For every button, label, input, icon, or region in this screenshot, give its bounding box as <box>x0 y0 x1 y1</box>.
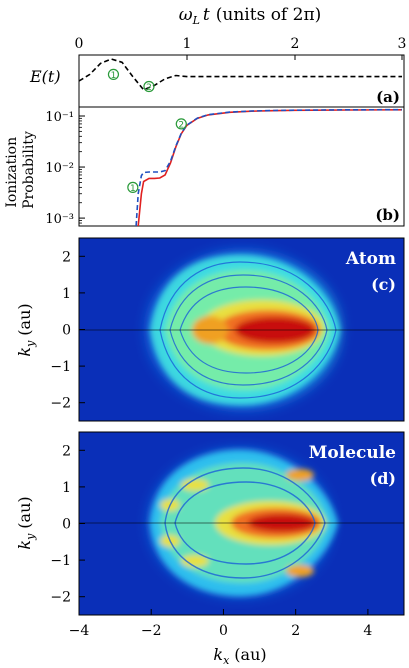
top-axis-label: ωL t (units of 2π) <box>179 5 322 27</box>
ytick-label: 10⁻¹ <box>45 110 74 125</box>
panel-b-label: (b) <box>375 206 400 224</box>
efield-series-line <box>78 58 402 91</box>
top-tick-label: 1 <box>183 36 192 52</box>
panel-b-frame <box>78 106 405 227</box>
marker-label: 2 <box>146 83 152 93</box>
panel-d-ylabel: ky(au) <box>15 496 37 549</box>
ytick-label: −2 <box>50 396 71 412</box>
panel-b-ylabel: Ionization Probability <box>4 131 37 209</box>
marker-label: 1 <box>111 71 117 81</box>
xtick-label: −2 <box>141 623 162 639</box>
marker-circle <box>175 118 187 130</box>
marker-circle <box>107 68 120 81</box>
ytick-label: 1 <box>62 480 71 496</box>
marker-label: 1 <box>130 184 136 194</box>
panel-d-xticks: −4 −2 0 2 4 <box>69 609 372 639</box>
marker-circle <box>127 181 139 193</box>
ytick-label: −1 <box>50 553 71 569</box>
panel-a-ticks <box>78 55 403 60</box>
panel-b-yticks: 10⁻³ 10⁻² 10⁻¹ <box>45 110 85 227</box>
top-tick-labels: 0 1 2 3 <box>75 36 407 52</box>
panel-d-label: (d) <box>370 469 396 488</box>
ytick-label: 0 <box>62 323 71 339</box>
ytick-label: 2 <box>62 443 71 459</box>
panel-c-label: (c) <box>371 275 396 294</box>
panel-d-title: Molecule <box>309 443 397 463</box>
ytick-label: −2 <box>50 590 71 606</box>
panel-c-title: Atom <box>345 249 396 269</box>
xtick-label: 4 <box>363 623 372 639</box>
panel-d-heatmap <box>79 450 404 596</box>
panel-d: 2 1 0 −1 −2 −4 −2 0 2 4 ky(au) kx (au) Molecule (… <box>15 431 405 667</box>
xtick-label: −4 <box>69 623 90 639</box>
ytick-label: 10⁻³ <box>45 212 74 227</box>
marker-circle <box>143 80 155 93</box>
ionization-series-line <box>135 108 403 226</box>
ytick-label: 2 <box>62 249 71 265</box>
xtick-label: 2 <box>291 623 300 639</box>
panel-a-label: (a) <box>376 88 400 106</box>
panel-b: 10⁻³ 10⁻² 10⁻¹ 1 2 Ionization Probability (… <box>4 106 405 227</box>
panel-a: 1 2 E(t) (a) <box>29 54 405 108</box>
marker-label: 2 <box>178 120 184 130</box>
panel-c-heatmap <box>79 252 404 408</box>
ytick-label: 10⁻² <box>45 161 74 176</box>
ytick-label: 1 <box>62 286 71 302</box>
panel-d-yticks: 2 1 0 −1 −2 <box>50 443 85 606</box>
panel-d-xlabel: kx (au) <box>213 645 266 667</box>
panel-a-frame <box>78 54 405 108</box>
panel-c: 2 1 0 −1 −2 ky(au) Atom (c) <box>15 237 405 422</box>
panel-c-yticks: 2 1 0 −1 −2 <box>50 249 85 412</box>
panel-a-ylabel: E(t) <box>29 67 61 86</box>
xtick-label: 0 <box>219 623 228 639</box>
top-tick-label: 2 <box>291 36 300 52</box>
ytick-label: −1 <box>50 359 71 375</box>
panel-c-ylabel: ky(au) <box>15 303 37 356</box>
top-tick-label: 3 <box>398 36 407 52</box>
ytick-label: 0 <box>62 517 71 533</box>
top-tick-label: 0 <box>75 36 84 52</box>
